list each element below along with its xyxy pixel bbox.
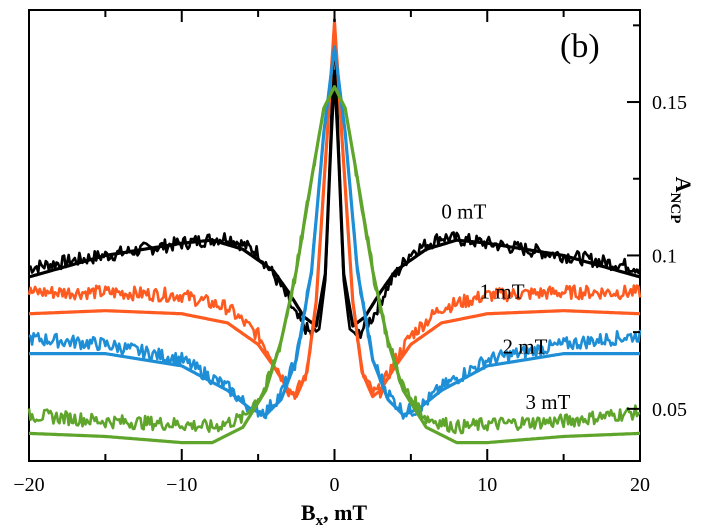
y-axis-title-sub: NCP <box>667 193 683 224</box>
curve-label-0-mt: 0 mT <box>441 200 486 224</box>
curve-label-3-mt: 3 mT <box>525 390 570 414</box>
y-axis-title: ANCP <box>667 177 696 224</box>
curve-label-1-mt: 1 mT <box>480 279 525 303</box>
y-tick-label: 0.1 <box>652 245 677 267</box>
y-tick-label: 0.15 <box>652 92 687 114</box>
y-axis-title-main: A <box>671 177 696 193</box>
x-tick-label: −20 <box>13 474 44 496</box>
x-axis-title-main: B <box>301 500 316 525</box>
x-axis-title-suffix: , mT <box>323 500 367 525</box>
x-tick-label: −10 <box>166 474 197 496</box>
series-layer <box>27 17 642 445</box>
ticks-layer: −20 −10 0 10 20 0.05 0.1 0.15 <box>13 10 687 496</box>
series-data-2-mt <box>28 45 642 420</box>
annotations-layer: 0 mT 1 mT 2 mT 3 mT <box>441 200 570 414</box>
x-axis-title-sub: x <box>316 513 324 529</box>
x-tick-label: 10 <box>477 474 497 496</box>
panel-label: (b) <box>560 28 600 65</box>
series-data-3-mt <box>27 85 641 435</box>
x-axis-title: Bx, mT <box>301 500 368 529</box>
x-tick-label: 20 <box>630 474 650 496</box>
y-tick-label: 0.05 <box>652 399 687 421</box>
series-data-1-mt <box>27 21 642 400</box>
x-tick-label: 0 <box>330 474 340 496</box>
curve-label-2-mt: 2 mT <box>503 335 548 359</box>
